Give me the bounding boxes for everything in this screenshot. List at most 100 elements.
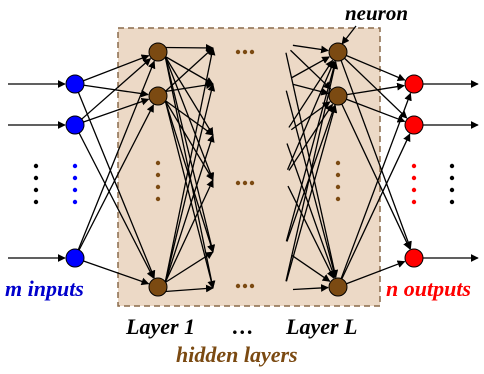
input-vertical-dots bbox=[33, 175, 39, 181]
layerL-incoming-edge bbox=[285, 52, 339, 278]
layer1-outgoing-edge bbox=[164, 100, 214, 181]
layerL-node-dots bbox=[335, 160, 341, 166]
connections bbox=[8, 25, 479, 293]
input-to-layer1-edge bbox=[81, 58, 152, 120]
layerL-incoming-edge bbox=[288, 103, 334, 171]
output-node-dots bbox=[411, 163, 417, 169]
layer1-outgoing-edge bbox=[164, 56, 216, 253]
layerL-to-output-edge bbox=[344, 57, 408, 119]
layerL-node bbox=[328, 277, 348, 297]
output-node bbox=[404, 248, 424, 268]
layer-l-label: Layer L bbox=[285, 314, 357, 339]
layerL-incoming-edge bbox=[292, 284, 329, 292]
neurons bbox=[65, 42, 424, 297]
middle-layer-dots bbox=[242, 180, 248, 186]
output-node-dots bbox=[411, 199, 417, 205]
input-node-dots bbox=[72, 187, 78, 193]
layer1-node-dots bbox=[155, 196, 161, 202]
layer-ellipsis-label: … bbox=[232, 314, 254, 339]
layerL-to-output-edge bbox=[341, 103, 411, 250]
input-vertical-dots bbox=[33, 163, 39, 169]
layerL-incoming-edge bbox=[292, 44, 329, 54]
layerL-to-output-edge bbox=[346, 82, 405, 96]
input-to-layer1-edge bbox=[83, 54, 150, 82]
layer1-outgoing-edge bbox=[165, 284, 214, 293]
hidden-layers-label: hidden layers bbox=[176, 342, 298, 367]
input-to-layer1-edge bbox=[83, 260, 150, 286]
layerL-incoming-edge bbox=[285, 60, 339, 282]
bottom-layer-dots bbox=[242, 283, 248, 289]
layerL-incoming-edge bbox=[286, 143, 336, 279]
input-to-layer1-edge bbox=[83, 84, 149, 98]
hidden-layers-region bbox=[117, 27, 381, 307]
input-node bbox=[65, 115, 85, 135]
layer1-outgoing-edge bbox=[165, 44, 214, 52]
layer1-outgoing-edge bbox=[164, 179, 214, 283]
output-node-dots bbox=[411, 175, 417, 181]
layerL-to-output-edge bbox=[346, 260, 406, 285]
input-vertical-dots bbox=[33, 187, 39, 193]
layer1-outgoing-edge bbox=[164, 99, 214, 136]
layerL-to-output-edge bbox=[346, 98, 406, 123]
top-layer-dots bbox=[249, 49, 255, 55]
input-node bbox=[65, 74, 85, 94]
layerL-incoming-edge bbox=[287, 185, 335, 279]
layer1-outgoing-edge bbox=[164, 56, 216, 289]
input-node bbox=[65, 248, 85, 268]
layerL-incoming-edge bbox=[285, 60, 338, 242]
layer1-node bbox=[148, 86, 168, 106]
middle-layer-dots bbox=[249, 180, 255, 186]
middle-layer-dots bbox=[235, 180, 241, 186]
neuron-label: neuron bbox=[345, 1, 408, 25]
input-to-layer1-edge bbox=[78, 104, 155, 251]
input-vertical-dots bbox=[33, 199, 39, 205]
layerL-incoming-edge bbox=[288, 59, 334, 128]
inputs-label: m inputs bbox=[5, 276, 84, 301]
layerL-to-output-edge bbox=[341, 133, 411, 280]
input-node-dots bbox=[72, 199, 78, 205]
layer1-outgoing-edge bbox=[164, 134, 215, 283]
input-node-dots bbox=[72, 175, 78, 181]
layerL-node-dots bbox=[335, 184, 341, 190]
layer1-outgoing-edge bbox=[164, 56, 214, 136]
top-layer-dots bbox=[235, 49, 241, 55]
layer1-node-dots bbox=[155, 184, 161, 190]
layer1-node-dots bbox=[155, 160, 161, 166]
input-to-layer1-edge bbox=[78, 132, 155, 279]
layer-1-label: Layer 1 bbox=[125, 314, 195, 339]
layer1-outgoing-edge bbox=[164, 47, 214, 92]
output-vertical-dots bbox=[449, 175, 455, 181]
layerL-incoming-edge bbox=[286, 60, 335, 170]
input-to-layer1-edge bbox=[77, 92, 156, 279]
output-vertical-dots bbox=[449, 187, 455, 193]
layer1-outgoing-edge bbox=[164, 251, 214, 284]
layerL-incoming-edge bbox=[291, 56, 330, 79]
output-vertical-dots bbox=[449, 163, 455, 169]
layerL-to-output-edge bbox=[340, 60, 412, 250]
layerL-incoming-edge bbox=[285, 90, 338, 279]
layerL-node bbox=[328, 42, 348, 62]
layerL-to-output-edge bbox=[340, 92, 412, 279]
layerL-node-dots bbox=[335, 172, 341, 178]
top-layer-dots bbox=[242, 49, 248, 55]
output-vertical-dots bbox=[449, 199, 455, 205]
layerL-node bbox=[328, 86, 348, 106]
layer1-node bbox=[148, 42, 168, 62]
ellipsis-dots bbox=[33, 49, 455, 289]
layer1-node-dots bbox=[155, 172, 161, 178]
layerL-incoming-edge bbox=[290, 49, 332, 90]
outputs-label: n outputs bbox=[386, 276, 471, 301]
layer1-outgoing-edge bbox=[164, 83, 216, 283]
input-node-dots bbox=[72, 163, 78, 169]
output-node-dots bbox=[411, 187, 417, 193]
output-node bbox=[404, 115, 424, 135]
layerL-incoming-edge bbox=[291, 254, 331, 282]
layerL-node-dots bbox=[335, 196, 341, 202]
layer1-outgoing-edge bbox=[164, 47, 216, 283]
bottom-layer-dots bbox=[235, 283, 241, 289]
neuron-pointer-line bbox=[341, 25, 357, 45]
layerL-incoming-edge bbox=[292, 83, 330, 96]
layerL-to-output-edge bbox=[346, 54, 406, 81]
layerL-incoming-edge bbox=[285, 104, 338, 282]
